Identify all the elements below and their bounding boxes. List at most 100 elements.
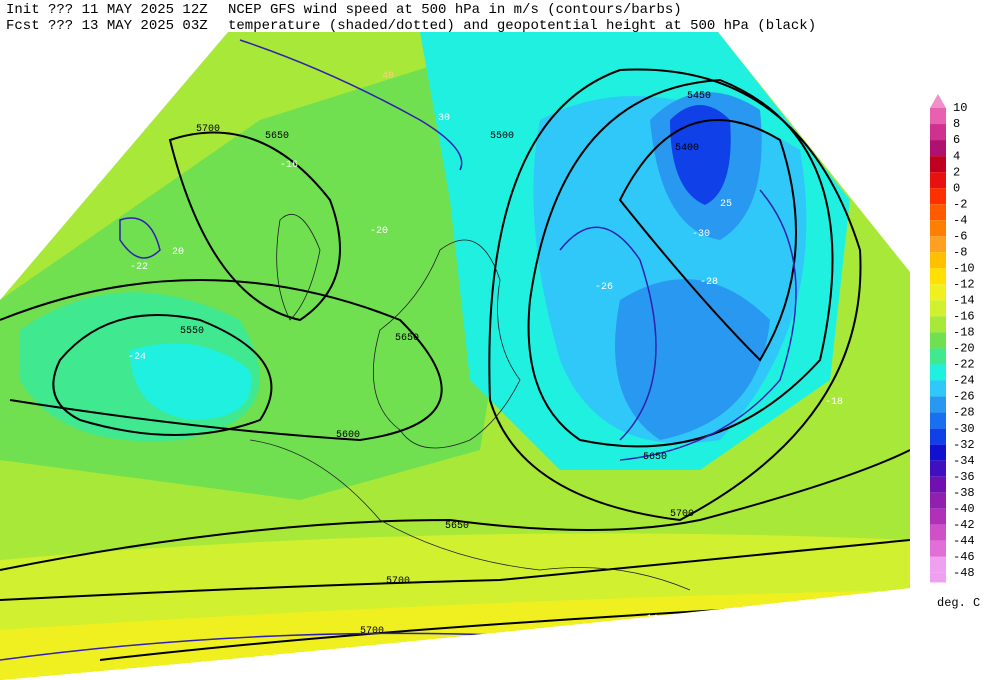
header-subtitle: temperature (shaded/dotted) and geopoten… <box>228 18 816 34</box>
colorbar-box <box>930 300 946 317</box>
colorbar-box <box>930 124 946 141</box>
colorbar-box <box>930 524 946 541</box>
contour-label: -22 <box>130 262 148 273</box>
colorbar-label: -12 <box>953 278 975 292</box>
colorbar-unit: deg. C <box>937 596 980 610</box>
contour-label: 5700 <box>670 509 694 520</box>
contour-label: 5450 <box>687 91 711 102</box>
colorbar-label: 10 <box>953 101 967 115</box>
field-cyan <box>130 343 252 420</box>
header-fcst: Fcst ??? 13 MAY 2025 03Z <box>6 18 208 34</box>
coast <box>276 214 321 321</box>
colorbar-box <box>930 188 946 205</box>
contour <box>488 68 862 522</box>
colorbar-box <box>930 460 946 477</box>
colorbar-box <box>930 252 946 269</box>
colorbar-label: -30 <box>953 422 975 436</box>
colorbar-box <box>930 396 946 413</box>
contour-label: -16 <box>280 160 298 171</box>
colorbar-box <box>930 316 946 333</box>
contour-label: 5400 <box>675 143 699 154</box>
header-init: Init ??? 11 MAY 2025 12Z <box>6 2 208 18</box>
contour-label: 5600 <box>336 430 360 441</box>
colorbar-label: 6 <box>953 133 960 147</box>
contour-label: 5650 <box>445 521 469 532</box>
colorbar-box <box>930 220 946 237</box>
contour <box>168 131 341 322</box>
colorbar-box <box>930 268 946 285</box>
contour <box>527 78 834 448</box>
colorbar-label: -34 <box>953 454 975 468</box>
colorbar-box <box>930 540 946 557</box>
colorbar-label: -14 <box>953 294 975 308</box>
colorbar-label: -2 <box>953 197 967 211</box>
colorbar-box <box>930 204 946 221</box>
colorbar-label: -48 <box>953 566 975 580</box>
colorbar-box <box>930 140 946 157</box>
contour <box>0 539 910 601</box>
contour-label: -28 <box>700 277 718 288</box>
colorbar-box <box>930 556 946 573</box>
colorbar-box <box>930 284 946 301</box>
colorbar-box <box>930 508 946 525</box>
colorbar-label: -6 <box>953 229 967 243</box>
contour-label: 5650 <box>643 452 667 463</box>
colorbar-label: -40 <box>953 502 975 516</box>
contour-label: 20 <box>172 247 184 258</box>
contour <box>559 226 657 441</box>
colorbar-label: 2 <box>953 165 960 179</box>
contour <box>52 314 273 436</box>
colorbar-label: -22 <box>953 358 975 372</box>
contour <box>119 217 161 259</box>
contour <box>239 39 463 171</box>
colorbar-label: -38 <box>953 486 975 500</box>
colorbar-box <box>930 444 946 461</box>
field-darkblue <box>670 105 731 205</box>
colorbar-box <box>930 172 946 189</box>
colorbar-label: -18 <box>953 326 975 340</box>
colorbar-label: -44 <box>953 534 975 548</box>
contour <box>0 279 443 442</box>
contour-label: 5650 <box>395 333 419 344</box>
contour-label: 30 <box>438 113 450 124</box>
contour-label: -14 <box>640 614 658 625</box>
colorbar-label: -46 <box>953 550 975 564</box>
contour-label: 40 <box>382 71 394 82</box>
contour <box>618 119 797 362</box>
coastlines <box>249 214 691 591</box>
colorbar-box <box>930 332 946 349</box>
colorbar-label: 8 <box>953 117 960 131</box>
map-labels: 5700 5650 5550 5600 5650 5450 5400 5500 5650 5700… <box>128 71 843 637</box>
contour-label: 5700 <box>386 576 410 587</box>
contour-label: 5700 <box>196 124 220 135</box>
colorbar-box <box>930 492 946 509</box>
colorbar-label: -24 <box>953 374 975 388</box>
colorbar-label: -20 <box>953 342 975 356</box>
coast <box>249 439 691 591</box>
colorbar-label: -26 <box>953 390 975 404</box>
colorbar-label: -32 <box>953 438 975 452</box>
colorbar-label: -42 <box>953 518 975 532</box>
colorbar-box <box>930 364 946 381</box>
colorbar-label: -4 <box>953 213 967 227</box>
coast <box>372 239 521 449</box>
contour <box>0 449 910 571</box>
colorbar-arrow <box>930 94 946 108</box>
contour <box>619 189 797 461</box>
colorbar-box <box>930 348 946 365</box>
colorbar: 10 8 6 4 2 0 -2 -4 -6 -8 -10 -12 -14 -16 -18 -20 -22 -24 -… <box>930 94 975 583</box>
colorbar-label: -10 <box>953 261 975 275</box>
colorbar-box <box>930 236 946 253</box>
contour-label: 5500 <box>490 131 514 142</box>
height-contours <box>0 68 910 661</box>
colorbar-box <box>930 476 946 493</box>
contour-label: -30 <box>692 229 710 240</box>
contour-label: -20 <box>370 226 388 237</box>
contour-label: 5550 <box>180 326 204 337</box>
colorbar-label: 0 <box>953 181 960 195</box>
contour-label: 5700 <box>360 626 384 637</box>
colorbar-box <box>930 412 946 429</box>
